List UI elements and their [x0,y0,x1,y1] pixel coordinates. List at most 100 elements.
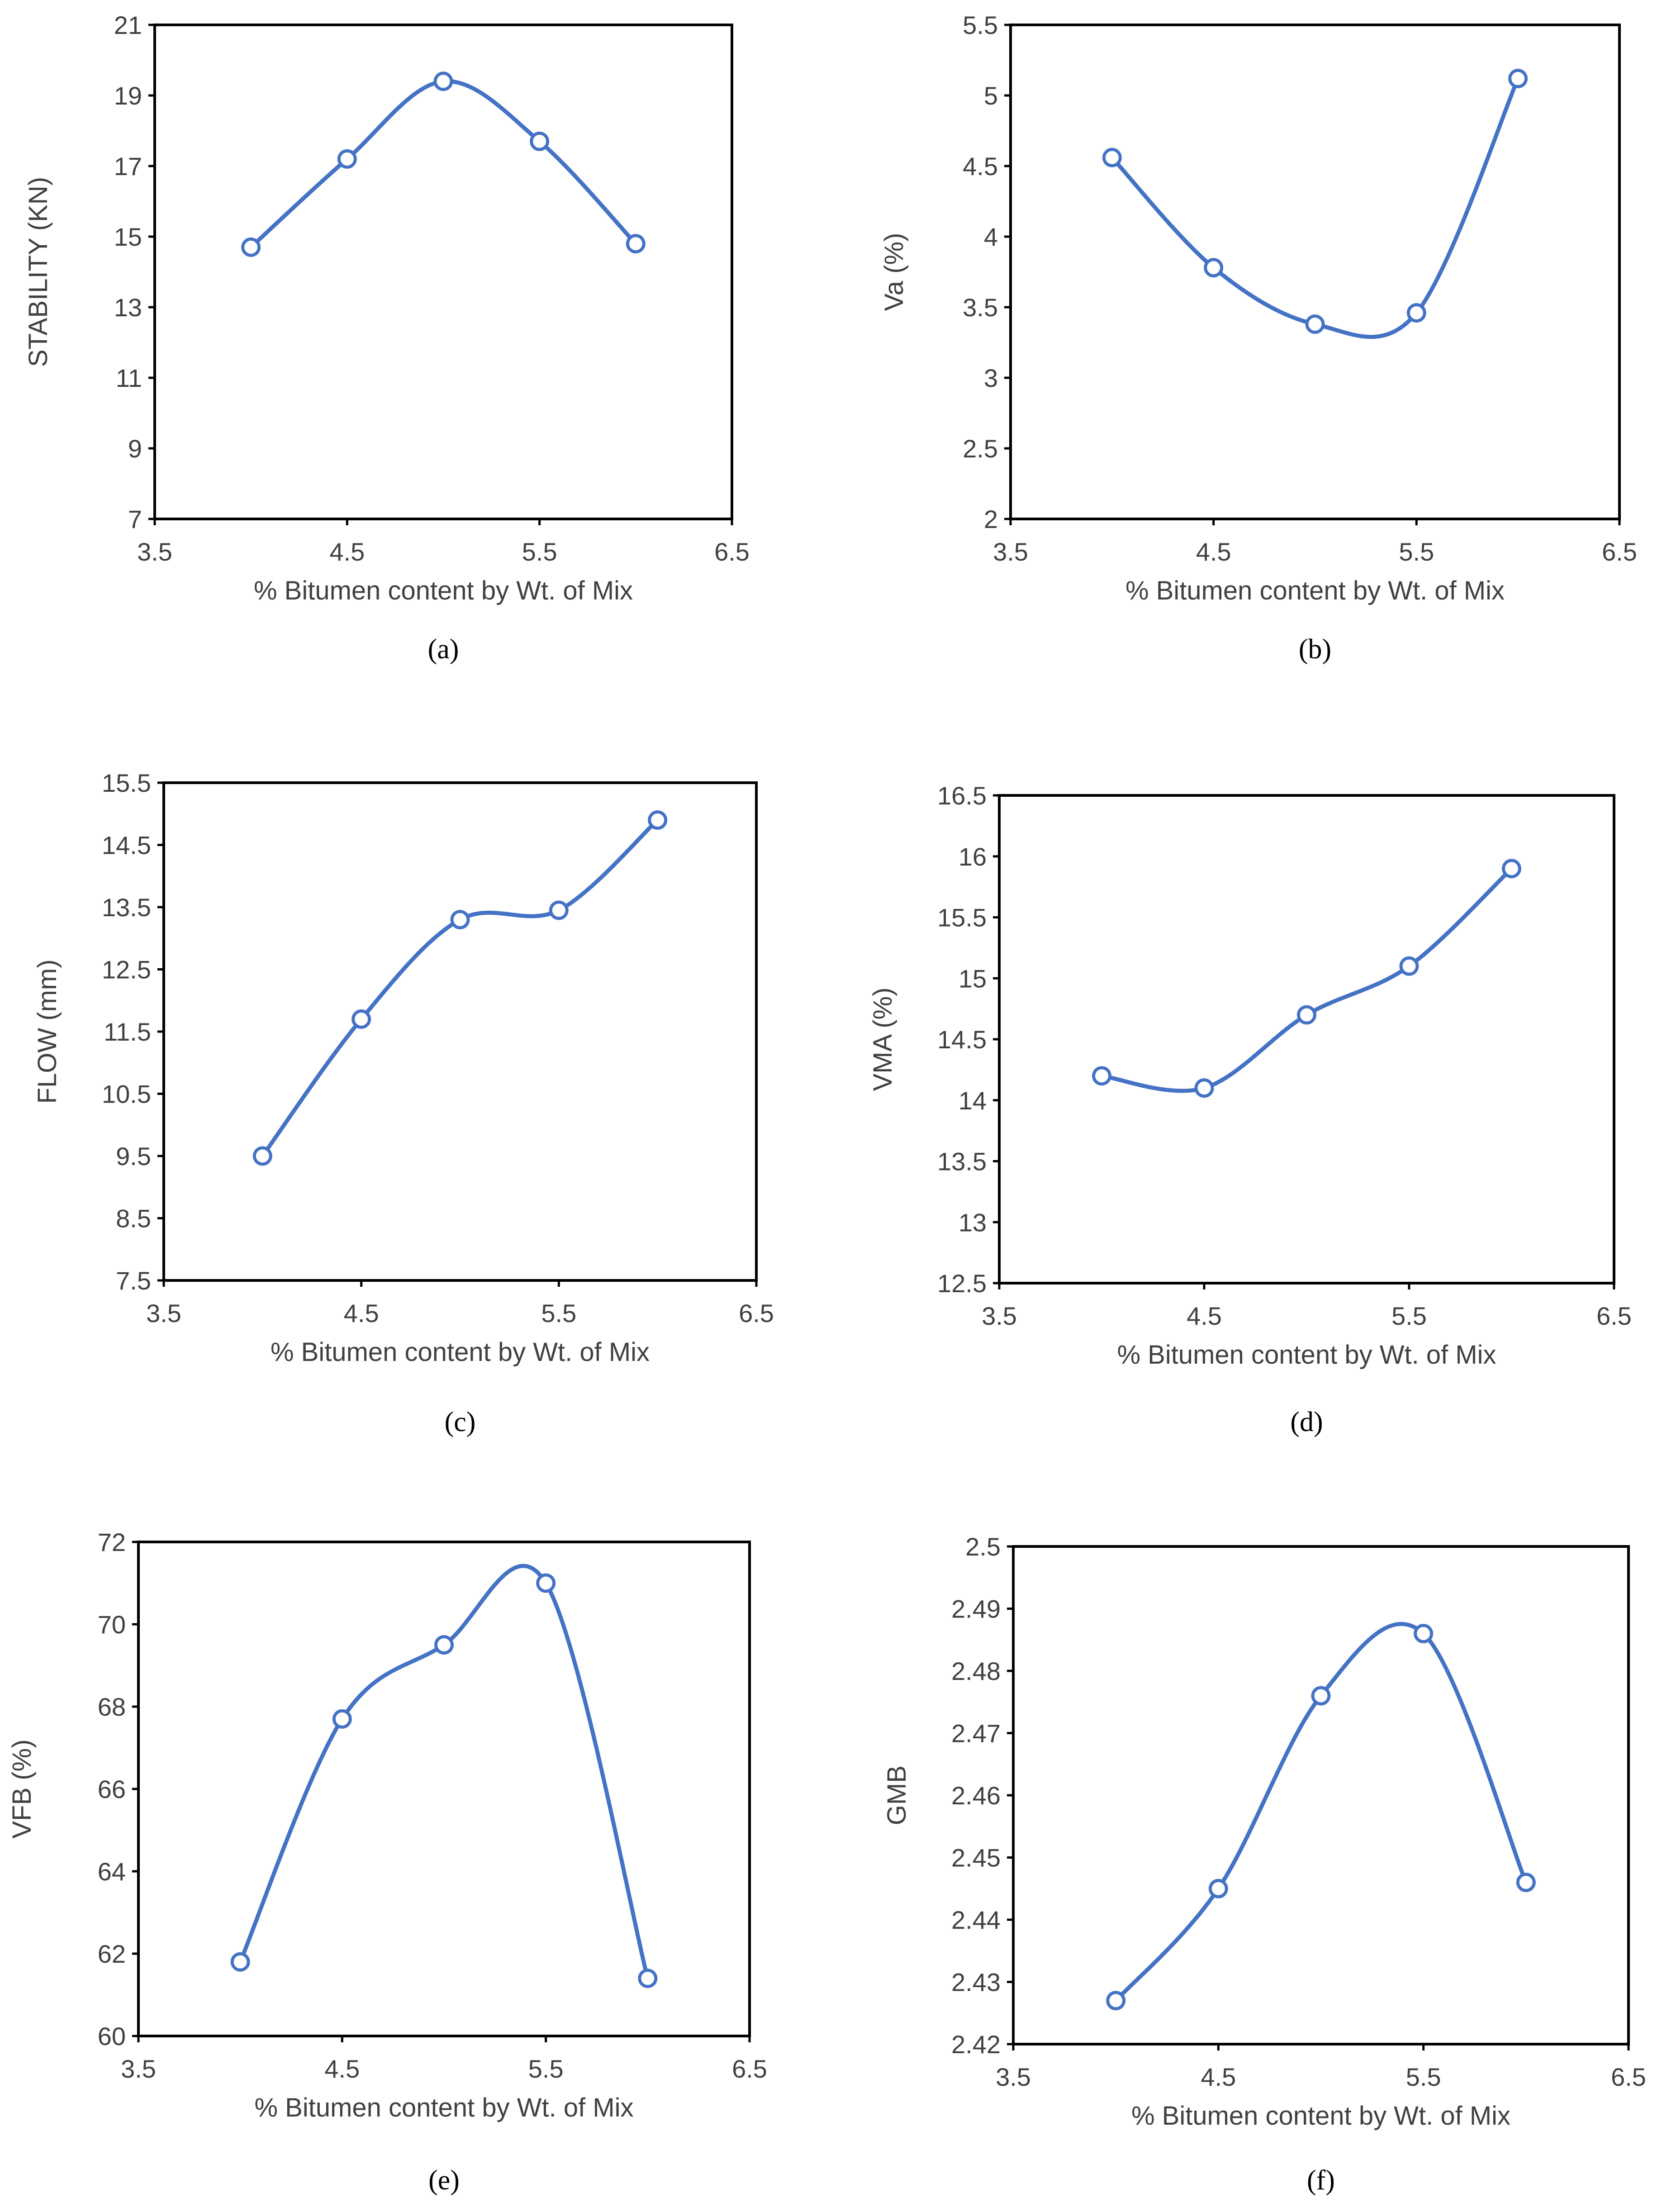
x-tick-label: 3.5 [996,2063,1031,2091]
x-tick-label: 5.5 [528,2055,564,2083]
y-tick-label: 15.5 [937,904,987,932]
x-tick-label: 4.5 [1187,1302,1222,1330]
data-point [626,234,646,254]
x-tick-label: 4.5 [1201,2063,1236,2091]
data-point [1204,258,1224,278]
x-tick-label: 6.5 [1602,538,1637,566]
plot-frame [137,1541,751,2037]
data-point [1194,1078,1214,1098]
y-tick-label: 2.48 [951,1657,1001,1685]
data-point [1516,1873,1536,1892]
y-tick-label: 64 [98,1857,126,1886]
data-point [1502,859,1521,879]
data-point [434,1635,454,1655]
data-point [337,149,357,169]
y-tick-label: 2.45 [951,1844,1001,1872]
data-point [536,1573,556,1593]
plot-frame [1012,1545,1630,2046]
y-tick-label: 16 [959,842,987,871]
x-tick-label: 4.5 [344,1299,379,1327]
y-tick-label: 2.44 [951,1906,1001,1934]
x-tick-label: 3.5 [146,1299,181,1327]
y-tick-label: 2.46 [951,1781,1001,1810]
y-tick-label: 9.5 [116,1142,151,1170]
data-point [450,910,470,929]
data-point [230,1952,250,1972]
y-tick-label: 21 [114,11,142,39]
panel-caption: (a) [428,634,459,665]
data-point [1106,1991,1126,2011]
y-axis-title: FLOW (mm) [33,960,62,1104]
y-tick-label: 13.5 [102,893,151,922]
y-tick-label: 4 [984,223,998,251]
x-tick-label: 3.5 [982,1302,1017,1330]
y-tick-label: 9 [128,434,142,463]
y-tick-label: 70 [98,1610,126,1639]
y-tick-label: 3 [984,364,998,392]
y-tick-label: 10.5 [102,1080,151,1108]
y-tick-label: 12.5 [102,956,151,984]
y-tick-label: 14.5 [937,1025,987,1054]
chart-panel-c: 7.5 8.5 9.5 10.5 11.5 12.5 13.5 14.5 15.5 3.5 4.5 5… [33,769,774,1437]
plot-frame [998,794,1615,1284]
y-tick-label: 7.5 [116,1266,151,1295]
y-tick-label: 72 [98,1528,126,1556]
y-tick-label: 2.5 [965,1532,1001,1561]
panel-caption: (e) [428,2165,460,2196]
data-point [1399,956,1419,976]
x-tick-label: 6.5 [1596,1302,1632,1330]
x-axis-title: % Bitumen content by Wt. of Mix [271,1337,650,1367]
x-tick-label: 4.5 [329,538,365,566]
data-point [648,810,668,830]
x-tick-label: 4.5 [1196,538,1231,566]
x-tick-label: 5.5 [522,538,557,566]
y-tick-label: 2.49 [951,1595,1001,1623]
y-tick-label: 62 [98,1940,126,1968]
x-axis-title: % Bitumen content by Wt. of Mix [1117,1340,1496,1370]
y-tick-label: 8.5 [116,1204,151,1233]
chart-panel-e: 60 62 64 66 68 70 72 3.5 4.5 5.5 6.5 % Bitumen cont… [7,1528,767,2196]
y-tick-label: 2.43 [951,1968,1001,1997]
x-tick-label: 3.5 [137,538,172,566]
x-tick-label: 6.5 [732,2055,767,2083]
y-tick-label: 13 [959,1208,987,1237]
y-tick-label: 14 [959,1086,987,1115]
y-tick-label: 66 [98,1775,126,1803]
y-tick-label: 13.5 [937,1147,987,1176]
panel-caption: (f) [1307,2165,1335,2196]
y-tick-label: 5 [984,81,998,110]
y-tick-label: 60 [98,2022,126,2050]
y-tick-label: 13 [114,293,142,322]
y-tick-label: 15.5 [102,769,151,797]
data-point [1305,314,1325,334]
data-point [241,237,261,257]
x-tick-label: 6.5 [1611,2063,1646,2091]
x-axis-title: % Bitumen content by Wt. of Mix [1125,576,1505,605]
y-axis-title: GMB [882,1765,912,1825]
plot-frame [153,24,733,520]
chart-panel-b: 2 2.5 3 3.5 4 4.5 5 5.5 3.5 4.5 5.5 6.5 % Bitumen co… [879,11,1637,665]
panel-caption: (c) [445,1407,476,1437]
x-tick-label: 5.5 [1399,538,1434,566]
data-point [332,1709,352,1729]
panel-caption: (d) [1290,1407,1323,1437]
x-tick-label: 3.5 [993,538,1028,566]
y-tick-label: 7 [128,505,142,533]
y-tick-label: 15 [114,223,142,251]
panel-caption: (b) [1299,634,1331,665]
y-tick-label: 14.5 [102,831,151,860]
data-point [1414,1624,1434,1643]
y-tick-label: 11 [116,364,142,392]
data-point [1508,69,1528,89]
x-tick-label: 5.5 [1391,1302,1427,1330]
data-point [638,1969,658,1988]
x-tick-label: 6.5 [714,538,750,566]
y-axis-title: VFB (%) [7,1739,37,1838]
data-point [252,1146,272,1166]
data-point [1311,1686,1331,1706]
y-tick-label: 4.5 [963,152,998,181]
plot-frame [1009,24,1621,520]
y-tick-label: 3.5 [963,293,998,322]
chart-panel-d: 12.5 13 13.5 14 14.5 15 15.5 16 16.5 3.5 4.5 5.5 6.5… [868,781,1632,1437]
